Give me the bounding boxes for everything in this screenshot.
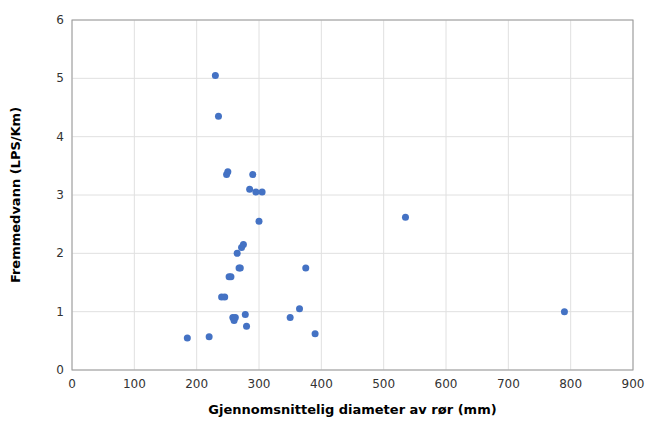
scatter-point bbox=[227, 273, 234, 280]
x-tick-label: 400 bbox=[310, 377, 333, 391]
y-tick-label: 3 bbox=[56, 188, 64, 202]
grid-line-y bbox=[72, 78, 633, 79]
scatter-point bbox=[249, 171, 256, 178]
scatter-point bbox=[240, 241, 247, 248]
x-tick-label: 100 bbox=[123, 377, 146, 391]
plot-frame bbox=[72, 20, 633, 370]
y-tick-label: 0 bbox=[56, 363, 64, 377]
page: {"chart_data": {"type": "scatter", "x": … bbox=[0, 0, 655, 428]
y-tick-label: 1 bbox=[56, 305, 64, 319]
chart-svg: 0 100 200 300 400 500 600 700 800 900 0 1 2 3 4 5 6 Gjenn… bbox=[0, 0, 655, 428]
points bbox=[184, 72, 568, 342]
x-tick-label: 0 bbox=[68, 377, 76, 391]
grid bbox=[72, 20, 633, 370]
scatter-point bbox=[296, 305, 303, 312]
x-tick-label: 900 bbox=[622, 377, 645, 391]
x-tick-label: 600 bbox=[435, 377, 458, 391]
scatter-point bbox=[232, 314, 239, 321]
scatter-point bbox=[256, 218, 263, 225]
x-tick-label: 200 bbox=[185, 377, 208, 391]
scatter-point bbox=[212, 72, 219, 79]
scatter-point bbox=[312, 330, 319, 337]
scatter-point bbox=[184, 334, 191, 341]
y-tick-label: 2 bbox=[56, 246, 64, 260]
x-tick-label: 300 bbox=[248, 377, 271, 391]
scatter-point bbox=[287, 314, 294, 321]
scatter-point bbox=[215, 113, 222, 120]
x-tick-label: 700 bbox=[497, 377, 520, 391]
chart-container: 0 100 200 300 400 500 600 700 800 900 0 1 2 3 4 5 6 Gjenn… bbox=[0, 0, 655, 428]
x-tick-label: 800 bbox=[559, 377, 582, 391]
scatter-point bbox=[561, 308, 568, 315]
scatter-point bbox=[224, 168, 231, 175]
scatter-point bbox=[252, 189, 259, 196]
scatter-point bbox=[246, 186, 253, 193]
tick-labels: 0 100 200 300 400 500 600 700 800 900 0 1 2 3 4 5 6 bbox=[56, 13, 644, 391]
scatter-point bbox=[402, 214, 409, 221]
scatter-point bbox=[259, 189, 266, 196]
grid-line-y bbox=[72, 195, 633, 196]
scatter-point bbox=[237, 264, 244, 271]
y-tick-label: 6 bbox=[56, 13, 64, 27]
y-tick-label: 4 bbox=[56, 130, 64, 144]
scatter-point bbox=[234, 250, 241, 257]
y-axis-label: Fremmedvann (LPS/Km) bbox=[8, 107, 23, 283]
scatter-point bbox=[243, 323, 250, 330]
grid-line-y bbox=[72, 253, 633, 254]
x-tick-label: 500 bbox=[372, 377, 395, 391]
scatter-point bbox=[242, 311, 249, 318]
x-axis-label: Gjennomsnittelig diameter av rør (mm) bbox=[208, 402, 496, 417]
plot-background bbox=[72, 20, 633, 370]
scatter-point bbox=[221, 294, 228, 301]
grid-line-y bbox=[72, 136, 633, 137]
scatter-point bbox=[206, 333, 213, 340]
y-tick-label: 5 bbox=[56, 71, 64, 85]
scatter-point bbox=[302, 264, 309, 271]
grid-line-y bbox=[72, 311, 633, 312]
